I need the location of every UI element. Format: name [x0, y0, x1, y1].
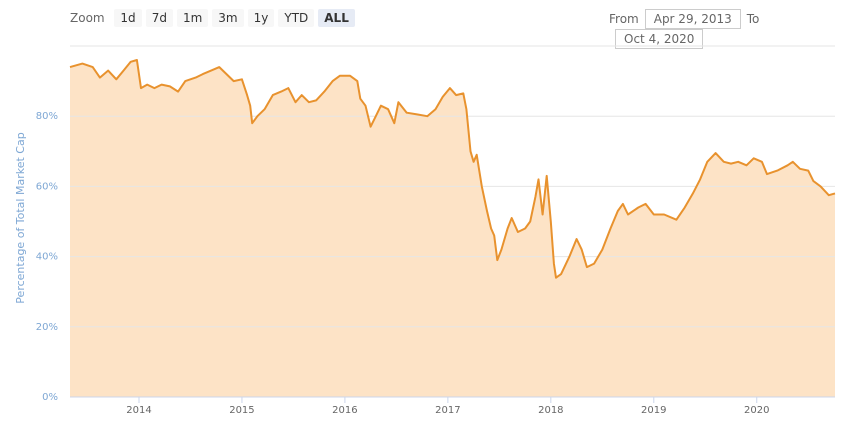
range-bar: From Apr 29, 2013 ToOct 4, 2020	[609, 9, 850, 49]
x-tick-label: 2016	[332, 405, 357, 416]
zoom-button[interactable]: 1y	[247, 9, 275, 27]
zoom-button[interactable]: 1d	[114, 9, 142, 27]
to-input[interactable]: Oct 4, 2020	[615, 29, 704, 49]
y-tick-label: 60%	[36, 181, 58, 192]
zoom-button[interactable]: 3m	[212, 9, 244, 27]
y-tick-label: 80%	[36, 111, 58, 122]
to-label: To	[746, 12, 760, 26]
x-tick-label: 2018	[538, 405, 563, 416]
zoom-button[interactable]: 7d	[145, 9, 173, 27]
zoom-label: Zoom	[70, 11, 105, 25]
line	[69, 59, 836, 279]
from-label: From	[609, 12, 639, 26]
y-tick-label: 40%	[36, 252, 58, 263]
x-tick-label: 2014	[126, 405, 151, 416]
zoom-button[interactable]: YTD	[278, 9, 315, 27]
zoom-button[interactable]: ALL	[318, 9, 355, 27]
area	[70, 60, 835, 397]
x-tick-label: 2020	[744, 405, 769, 416]
y-axis-title: Percentage of Total Market Cap	[14, 132, 27, 303]
y-tick-label: 20%	[36, 322, 58, 333]
x-tick-label: 2017	[435, 405, 460, 416]
x-tick-label: 2015	[229, 405, 254, 416]
zoom-bar: Zoom 1d 7d 1m 3m 1y YTD ALL	[70, 9, 359, 27]
y-tick-label: 0%	[42, 392, 58, 403]
zoom-button[interactable]: 1m	[176, 9, 209, 27]
x-tick-label: 2019	[641, 405, 666, 416]
